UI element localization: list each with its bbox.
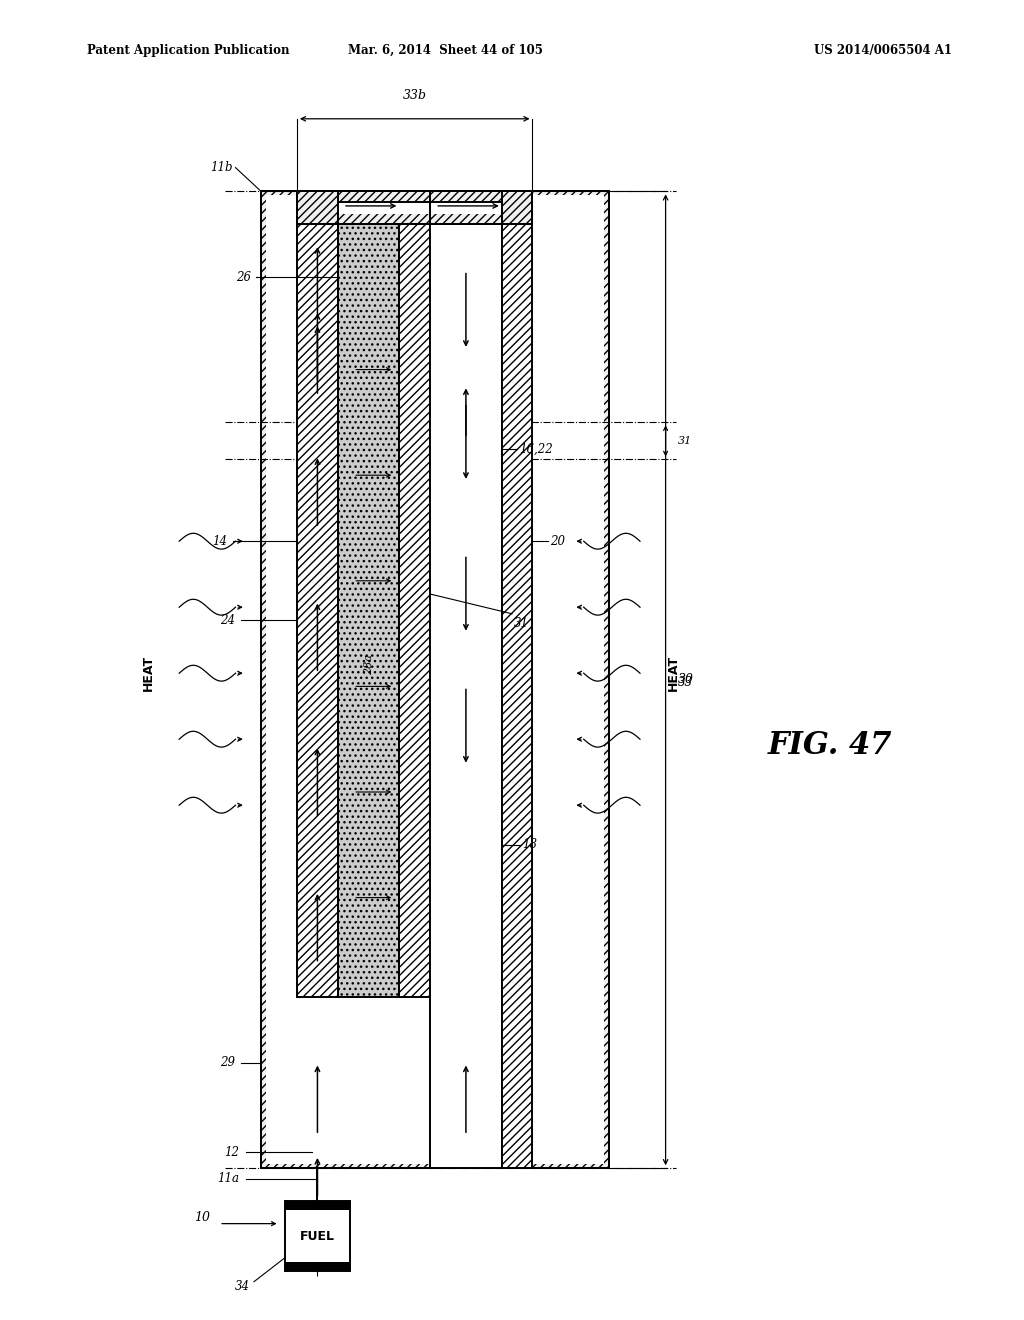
Text: 12: 12 — [224, 1146, 240, 1159]
Bar — [502, 224, 532, 1168]
Text: 33: 33 — [678, 676, 693, 689]
Text: 31: 31 — [678, 436, 692, 446]
Text: 14: 14 — [212, 535, 227, 548]
Bar — [285, 1201, 350, 1210]
Bar — [285, 1201, 350, 1271]
Bar — [297, 224, 338, 997]
Text: 30: 30 — [678, 673, 694, 686]
Bar — [285, 1262, 350, 1271]
Text: FUEL: FUEL — [300, 1230, 335, 1242]
Bar — [261, 191, 609, 1168]
Text: 33b: 33b — [402, 88, 427, 102]
Text: 26: 26 — [236, 271, 251, 284]
Text: 10: 10 — [195, 1210, 211, 1224]
Text: 29: 29 — [220, 1056, 236, 1069]
Text: Patent Application Publication: Patent Application Publication — [87, 44, 290, 57]
Bar — [297, 191, 532, 224]
Text: FIG. 47: FIG. 47 — [768, 730, 893, 762]
Text: 28a: 28a — [364, 655, 374, 676]
Text: 11b: 11b — [210, 161, 232, 174]
Text: 16,22: 16,22 — [519, 442, 553, 455]
Bar — [338, 224, 399, 997]
Text: 11a: 11a — [218, 1172, 240, 1185]
Text: 34: 34 — [234, 1280, 250, 1294]
Bar — [266, 195, 604, 1164]
Text: 31: 31 — [514, 616, 529, 630]
Bar — [399, 224, 430, 997]
Text: 18: 18 — [522, 838, 538, 851]
Text: Mar. 6, 2014  Sheet 44 of 105: Mar. 6, 2014 Sheet 44 of 105 — [348, 44, 543, 57]
Text: US 2014/0065504 A1: US 2014/0065504 A1 — [814, 44, 952, 57]
Bar — [297, 191, 532, 224]
Text: 24: 24 — [220, 614, 236, 627]
Bar — [261, 191, 609, 1168]
Text: HEAT: HEAT — [142, 655, 155, 692]
Bar — [430, 224, 502, 1168]
Bar — [338, 202, 502, 214]
Text: HEAT: HEAT — [668, 655, 680, 692]
Text: 20: 20 — [550, 535, 565, 548]
